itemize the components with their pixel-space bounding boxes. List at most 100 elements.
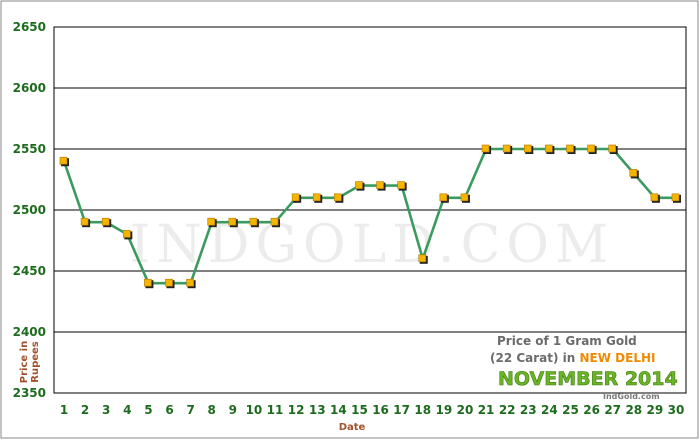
y-tick-label: 2550 — [13, 142, 46, 156]
data-point-marker — [418, 254, 427, 263]
x-tick-label: 12 — [288, 403, 305, 417]
x-tick-label: 4 — [123, 403, 131, 417]
x-tick-label: 25 — [562, 403, 579, 417]
data-point — [80, 217, 91, 228]
data-point — [460, 193, 470, 203]
data-point-marker — [608, 144, 616, 153]
caption-carat: (22 Carat) in — [490, 351, 580, 365]
data-point-marker — [671, 193, 680, 202]
data-point-marker — [587, 144, 595, 153]
data-point — [355, 181, 365, 191]
x-tick-label: 24 — [541, 403, 558, 417]
data-point — [523, 144, 534, 154]
x-tick-label: 23 — [520, 403, 537, 417]
data-point — [312, 193, 323, 203]
data-point-marker — [186, 278, 194, 287]
data-point-marker — [397, 181, 405, 189]
data-point-marker — [165, 278, 173, 287]
data-point — [228, 217, 238, 228]
data-point-marker — [523, 144, 532, 153]
data-point — [291, 193, 302, 203]
y-tick-label: 2500 — [13, 203, 46, 217]
data-point-marker — [228, 217, 237, 226]
watermark-text: INDGOLD.COM — [130, 215, 614, 275]
data-point-marker — [439, 193, 448, 202]
y-tick-label: 2600 — [13, 81, 46, 95]
y-axis-label-line1: Price in — [19, 341, 30, 383]
x-tick-label: 2 — [81, 403, 89, 417]
x-tick-label: 16 — [372, 403, 389, 417]
data-point-marker — [481, 144, 490, 153]
data-point-marker — [566, 144, 574, 153]
x-tick-label: 29 — [647, 403, 664, 417]
data-point — [587, 144, 597, 154]
data-point — [439, 193, 449, 203]
data-point — [207, 217, 217, 228]
data-point-marker — [270, 217, 279, 226]
x-tick-label: 3 — [102, 403, 110, 417]
caption-city: NEW DELHI — [580, 351, 656, 365]
x-tick-label: 28 — [625, 403, 642, 417]
data-point-marker — [629, 169, 638, 177]
x-tick-label: 9 — [229, 403, 237, 417]
data-point-marker — [460, 193, 469, 202]
data-point — [671, 193, 681, 203]
data-point-marker — [334, 193, 342, 202]
caption-line2: (22 Carat) in NEW DELHI — [490, 351, 655, 365]
data-point — [186, 278, 196, 289]
y-tick-label: 2350 — [13, 386, 46, 400]
data-point — [650, 193, 660, 203]
x-tick-label: 30 — [668, 403, 685, 417]
x-tick-label: 13 — [309, 403, 326, 417]
data-point — [249, 217, 259, 228]
data-point-marker — [101, 217, 110, 226]
data-point-marker — [80, 217, 89, 226]
data-point — [165, 278, 175, 289]
x-tick-label: 17 — [393, 403, 410, 417]
data-point — [418, 254, 428, 264]
y-axis-label-line2: Rupees — [30, 341, 41, 383]
x-tick-label: 20 — [457, 403, 474, 417]
data-point-marker — [545, 144, 553, 153]
caption-line1: Price of 1 Gram Gold — [497, 334, 637, 348]
data-point-marker — [249, 217, 258, 226]
x-tick-label: 7 — [186, 403, 194, 417]
axes — [53, 26, 687, 394]
y-tick-label: 2450 — [13, 264, 46, 278]
data-point — [144, 278, 154, 289]
x-tick-label: 26 — [583, 403, 600, 417]
source-label: IndGold.com — [603, 392, 660, 401]
x-tick-label: 10 — [246, 403, 263, 417]
data-point — [397, 181, 407, 191]
x-tick-label: 15 — [351, 403, 368, 417]
series-layer — [59, 144, 681, 289]
caption-month: NOVEMBER 2014 — [498, 368, 678, 390]
data-point-marker — [312, 193, 321, 202]
x-axis-label: Date — [339, 422, 366, 433]
data-point — [270, 217, 281, 228]
data-point — [123, 230, 133, 240]
data-point-marker — [376, 181, 384, 189]
data-point — [481, 144, 492, 154]
data-point-marker — [59, 156, 68, 165]
data-point — [545, 144, 555, 154]
x-tick-label: 11 — [267, 403, 284, 417]
y-axis-label: Price in Rupees — [19, 341, 41, 383]
x-tick-label: 14 — [330, 403, 347, 417]
x-tick-label: 1 — [60, 403, 68, 417]
data-point-marker — [502, 144, 511, 153]
data-point — [376, 181, 386, 191]
data-point-marker — [207, 217, 216, 226]
grid-lines — [54, 87, 686, 333]
x-tick-label: 19 — [436, 403, 453, 417]
y-tick-label: 2650 — [13, 20, 46, 34]
data-point-marker — [144, 278, 152, 287]
data-point — [502, 144, 513, 154]
x-tick-label: 8 — [208, 403, 216, 417]
data-point-marker — [355, 181, 363, 189]
x-tick-label: 22 — [499, 403, 516, 417]
